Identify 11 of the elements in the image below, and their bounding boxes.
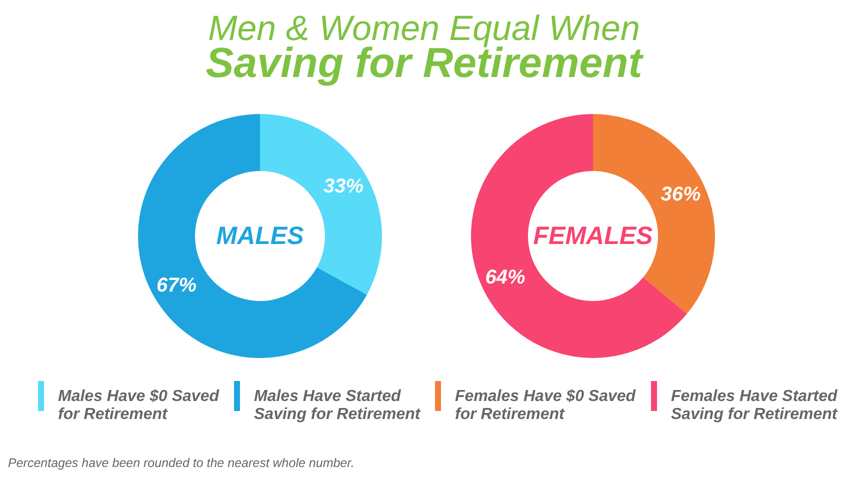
data-label: 64% [485,266,526,288]
slice-label: MALES [216,222,304,250]
legend-label: Females Have $0 Saved for Retirement [455,388,637,423]
slice-label: FEMALES [533,222,654,250]
data-label: 67% [156,274,197,296]
data-label: 33% [323,176,364,198]
legend-label: Males Have Started Saving for Retirement [254,388,421,423]
text: Percentages have been rounded to the nearest whole number. [8,456,354,470]
legend-label: Females Have Started Saving for Retirement [671,388,839,423]
legend-label: Males Have $0 Saved for Retirement [58,388,220,423]
data-label: 36% [660,184,701,206]
